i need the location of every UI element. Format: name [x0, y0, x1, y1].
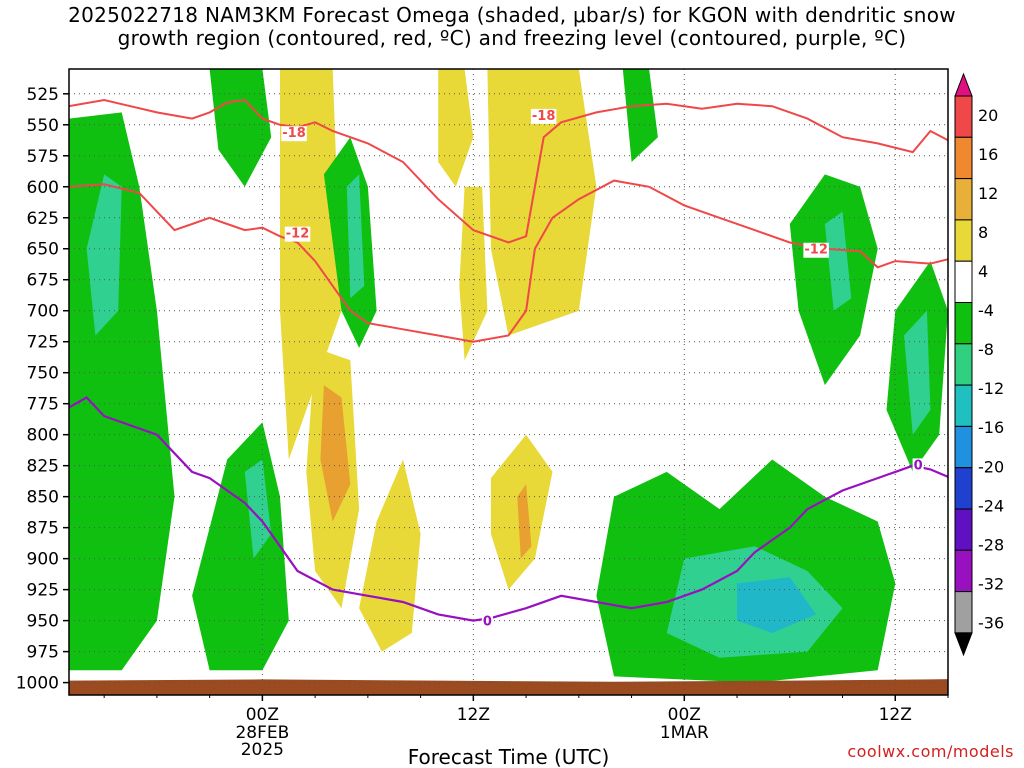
y-tick-label: 950	[27, 612, 59, 632]
y-tick-label: 925	[27, 581, 59, 601]
y-tick-label: 800	[27, 426, 59, 446]
y-tick-label: 775	[27, 395, 59, 415]
colorbar-swatch	[954, 302, 973, 345]
colorbar-swatch	[954, 136, 973, 180]
contour-label: -12	[286, 227, 310, 242]
y-tick-label: 525	[27, 85, 59, 105]
colorbar-swatch	[954, 467, 973, 510]
colorbar-swatch	[954, 508, 973, 551]
x-tick-label: 12Z	[879, 705, 912, 725]
omega-shaded-region-cyan	[737, 577, 817, 633]
omega-shaded-region-yellow	[1001, 410, 1024, 571]
x-tick-label: 00Z	[668, 705, 701, 725]
colorbar-label: -32	[978, 574, 1004, 593]
colorbar-swatch	[954, 219, 973, 262]
source-credit: coolwx.com/models	[847, 742, 1014, 761]
contour-label: -18	[532, 109, 556, 124]
y-tick-label: 625	[27, 209, 59, 229]
omega-shaded-region-green	[622, 69, 658, 162]
contour-label-bg	[803, 242, 829, 258]
colorbar-swatch	[954, 95, 973, 138]
dgz-contour--18	[69, 98, 948, 244]
colorbar-swatch	[954, 591, 973, 634]
y-tick-label: 1000	[16, 674, 59, 694]
x-tick-label: 00Z	[246, 705, 279, 725]
omega-shaded-region-teal	[346, 174, 365, 299]
omega-shaded-region-teal	[86, 174, 122, 336]
y-tick-label: 600	[27, 178, 59, 198]
plot-frame	[68, 68, 949, 696]
y-tick-label: 675	[27, 271, 59, 291]
contour-label: -12	[804, 243, 828, 258]
contour-label-bg	[912, 458, 924, 474]
colorbar-swatch	[954, 549, 973, 593]
colorbar-label: -36	[978, 613, 1004, 632]
omega-shaded-region-orange	[320, 385, 351, 522]
colorbar-label: -28	[978, 535, 1004, 554]
chart-title: 2025022718 NAM3KM Forecast Omega (shaded…	[0, 4, 1024, 50]
axes: 525 550 575 600 625 650 675 700 725 750 775 800 825 8…	[16, 68, 949, 768]
y-tick-label: 750	[27, 364, 59, 384]
contour-label-bg	[481, 614, 493, 630]
y-tick-label: 650	[27, 240, 59, 260]
omega-shaded-region-yellow	[487, 69, 597, 336]
omega-shaded-region-yellow	[459, 186, 488, 361]
colorbar-swatch	[954, 425, 973, 469]
x-axis-label: Forecast Time (UTC)	[408, 745, 610, 768]
colorbar-label: 8	[978, 223, 988, 242]
omega-shaded-region-teal	[244, 459, 272, 559]
colorbar-label: -24	[978, 496, 1004, 515]
omega-shaded-region-teal	[904, 310, 931, 435]
y-tick-label: 875	[27, 519, 59, 539]
omega-shaded-region-yellow	[280, 69, 342, 460]
y-tick-label: 975	[27, 643, 59, 663]
colorbar-label: -20	[978, 457, 1004, 476]
contour-label: -18	[282, 126, 306, 141]
y-tick-label: 725	[27, 333, 59, 353]
omega-shaded-region-yellow	[438, 69, 474, 187]
x-tick-date: 1MAR	[660, 723, 709, 743]
colorbar-label: 20	[978, 106, 998, 125]
y-tick-label: 850	[27, 488, 59, 508]
y-tick-label: 575	[27, 147, 59, 167]
colorbar-bottom-arrow	[954, 632, 973, 657]
dgz-contour--12	[69, 179, 948, 343]
y-tick-label: 700	[27, 302, 59, 322]
omega-shaded-region-green	[209, 69, 272, 187]
contour-label: 0	[483, 615, 492, 630]
contour-label: 0	[914, 458, 923, 473]
x-tick-label: 12Z	[457, 705, 490, 725]
colorbar: 20 16 12 8 4 -4 -8 -12 -16 -20 -24 -28 -32 -36	[954, 72, 1004, 657]
x-tick-year: 2025	[241, 740, 284, 760]
y-tick-label: 900	[27, 550, 59, 570]
x-tick-date: 28FEB	[235, 723, 289, 743]
colorbar-label: -4	[978, 301, 994, 320]
freezing-level-contour	[69, 396, 948, 622]
chart-title-line2: growth region (contoured, red, ºC) and f…	[117, 26, 907, 50]
chart-title-line1: 2025022718 NAM3KM Forecast Omega (shaded…	[68, 3, 956, 27]
omega-shaded-region-orange	[1010, 472, 1024, 553]
colorbar-swatch	[954, 178, 973, 221]
terrain-surface	[69, 679, 948, 695]
colorbar-swatch	[954, 384, 973, 427]
colorbar-label: -16	[978, 418, 1004, 437]
colorbar-label: 12	[978, 184, 998, 203]
contour-label-bg	[281, 126, 307, 142]
colorbar-label: -8	[978, 340, 994, 359]
y-tick-label: 550	[27, 116, 59, 136]
plot-area: -18 -18 -12 -12 0 0	[69, 69, 1024, 695]
omega-shaded-region-orange	[517, 484, 532, 559]
colorbar-label: -12	[978, 379, 1004, 398]
omega-shaded-region-green	[1018, 187, 1024, 286]
colorbar-top-arrow	[954, 72, 973, 97]
omega-shaded-region-teal	[824, 211, 852, 311]
colorbar-swatch	[954, 343, 973, 386]
colorbar-label: 16	[978, 145, 998, 164]
y-tick-label: 825	[27, 457, 59, 477]
contour-label-bg	[284, 226, 311, 242]
contour-label-bg	[530, 108, 557, 124]
colorbar-swatch	[954, 260, 973, 304]
colorbar-label: 4	[978, 262, 988, 281]
